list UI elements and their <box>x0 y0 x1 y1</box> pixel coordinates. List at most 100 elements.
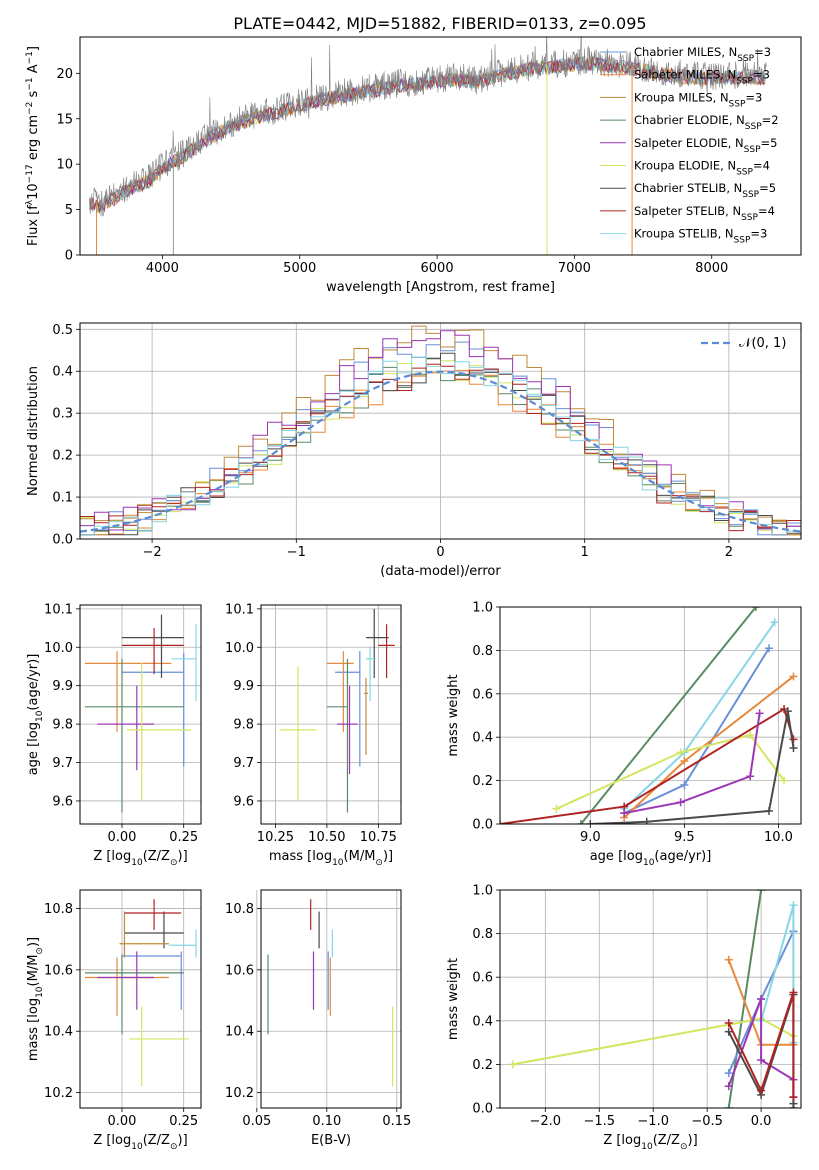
legend-entry-part: Chabrier ELODIE, N <box>634 113 745 127</box>
legend-entry-part: Salpeter MILES, N <box>634 68 736 82</box>
weight_vs_Z-axes: −2.0 −1.5 −1.0 −0.5 0.0 0.0 0.2 0.4 0.6 0.8 1.0 Z [… <box>446 884 801 1152</box>
legend-entry-part: SSP <box>734 236 751 246</box>
x-tick-label: 0.00 <box>108 1114 137 1129</box>
y-tick-label: 0.0 <box>52 533 73 548</box>
x-tick-label: 0.15 <box>382 1114 411 1129</box>
x-tick-label: 9.5 <box>674 830 695 845</box>
x-tick-label: −2.0 <box>530 1114 562 1129</box>
y-tick-label: 10.2 <box>225 1086 254 1101</box>
x-axis-label-part: 10 <box>332 858 344 868</box>
weight-line <box>500 707 795 824</box>
weight_vs_age-axes: 9.0 9.5 10.0 0.0 0.2 0.4 0.6 0.8 1.0 age [log10(a… <box>446 601 801 868</box>
legend-entry-part: =3 <box>745 90 762 104</box>
x-axis-label-part: )] <box>383 849 393 864</box>
y-axis-label: Normed distribution <box>26 366 41 496</box>
y-tick-label: 10.1 <box>44 602 73 617</box>
x-axis-label: age [log10(age/yr)] <box>590 849 712 868</box>
legend-entry-part: =3 <box>753 68 770 82</box>
spectrum-lines <box>89 37 767 255</box>
x-axis-label-part: )] <box>178 849 188 864</box>
y-axis-label-part: (age/yr)] <box>26 654 41 711</box>
legend-entry: Salpeter ELODIE, NSSP=5 <box>634 136 777 155</box>
legend-entry-part: =5 <box>761 136 778 150</box>
y-tick-label: 10.1 <box>225 602 254 617</box>
y-tick-label: 15 <box>56 112 73 127</box>
legend-entry-part: =3 <box>754 45 771 59</box>
legend-entry: Chabrier STELIB, NSSP=5 <box>634 181 776 200</box>
x-axis-label-part: (M/M <box>344 849 376 864</box>
y-tick-label: 0.2 <box>472 774 493 789</box>
x-axis-label-part: Z [log <box>603 1133 641 1148</box>
x-axis-label: Z [log10(Z/Z⊙)] <box>603 1133 697 1152</box>
weight-line <box>580 607 757 824</box>
legend-entry: Salpeter STELIB, NSSP=4 <box>634 204 775 223</box>
y-tick-label: 0.0 <box>472 1102 493 1117</box>
y-axis-label-part: ] <box>26 46 41 51</box>
x-axis-label-part: 10 <box>641 1142 653 1152</box>
x-axis-label-part: ⊙ <box>375 858 383 868</box>
y-tick-label: 0 <box>65 249 73 264</box>
x-axis-label: E(B-V) <box>311 1133 351 1148</box>
y-tick-label: 0.8 <box>472 927 493 942</box>
y-axis-label-part: (M/M <box>26 955 41 987</box>
x-axis-label: Z [log10(Z/Z⊙)] <box>93 849 187 868</box>
y-tick-label: 0.6 <box>472 687 493 702</box>
x-tick-label: 0.0 <box>751 1114 772 1129</box>
legend-entry-part: Kroupa MILES, N <box>634 90 729 104</box>
y-tick-label: 5 <box>65 203 73 218</box>
y-tick-label: 10.4 <box>44 1025 73 1040</box>
x-tick-label: −0.5 <box>691 1114 723 1129</box>
legend-entry-part: Kroupa ELODIE, N <box>634 159 736 173</box>
y-axis-label-part: −1 <box>25 77 35 90</box>
y-tick-label: 1.0 <box>472 884 493 899</box>
y-tick-label: 9.8 <box>52 718 73 733</box>
residuals-axes: −2 −1 0 1 2 0.0 0.1 0.2 0.3 0.4 0.5 (data-model)/er… <box>26 323 801 579</box>
y-tick-label: 9.8 <box>233 718 254 733</box>
legend-entry-part: =5 <box>759 181 776 195</box>
y-tick-label: 10.2 <box>44 1086 73 1101</box>
legend-entry: Salpeter MILES, NSSP=3 <box>634 68 770 87</box>
legend-entry-part: Salpeter ELODIE, N <box>634 136 744 150</box>
y-axis-label-part: mass [log <box>26 998 41 1061</box>
x-tick-label: 7000 <box>558 261 591 276</box>
y-tick-label: 0.2 <box>472 1058 493 1073</box>
mass_vs_Z-points <box>84 899 197 1087</box>
y-tick-label: 0.4 <box>472 731 493 746</box>
figure-title: PLATE=0442, MJD=51882, FIBERID=0133, z=0… <box>233 14 646 33</box>
legend-entry-part: SSP <box>729 99 746 109</box>
age_vs_mass-points <box>279 608 395 813</box>
legend-entry: Kroupa ELODIE, NSSP=4 <box>634 159 770 178</box>
y-tick-label: 0.3 <box>52 407 73 422</box>
spectrum-axes: 4000 5000 6000 7000 8000 0 5 10 15 20 wavelength [… <box>25 46 728 295</box>
y-axis-label: mass weight <box>446 958 461 1040</box>
x-tick-label: 10.50 <box>308 830 345 845</box>
histogram-series <box>80 356 801 536</box>
y-tick-label: 10.6 <box>44 963 73 978</box>
y-tick-label: 0.5 <box>52 323 73 338</box>
x-tick-label: 10.25 <box>257 830 294 845</box>
y-axis-label-part: A <box>26 64 41 77</box>
age_vs_Z-frame <box>79 604 202 825</box>
x-axis-label-part: ⊙ <box>680 1142 688 1152</box>
y-tick-label: 0.2 <box>52 449 73 464</box>
x-axis-label-part: (Z/Z <box>143 1133 170 1148</box>
x-axis-label-part: mass [log <box>269 849 332 864</box>
weight-line <box>727 992 795 1098</box>
y-axis-label-part: λ <box>25 199 35 205</box>
mass_vs_ebv-grid <box>256 890 401 1108</box>
x-axis-label-part: (age/yr)] <box>654 849 711 864</box>
x-tick-label: 10.0 <box>764 830 793 845</box>
y-axis-label: age [log10(age/yr)] <box>26 654 45 776</box>
y-tick-label: 9.7 <box>233 756 254 771</box>
legend-entry-part: =2 <box>762 113 779 127</box>
age_vs_mass-grid <box>261 605 401 824</box>
x-axis-label-part: )] <box>178 1133 188 1148</box>
x-axis-label-part: ⊙ <box>170 1142 178 1152</box>
weight_vs_Z-frame <box>499 889 802 1109</box>
x-axis-label-part: ⊙ <box>170 858 178 868</box>
gaussian-curve <box>80 370 801 533</box>
mass_vs_ebv-frame <box>260 889 402 1109</box>
legend-entry-part: SSP <box>737 54 754 64</box>
